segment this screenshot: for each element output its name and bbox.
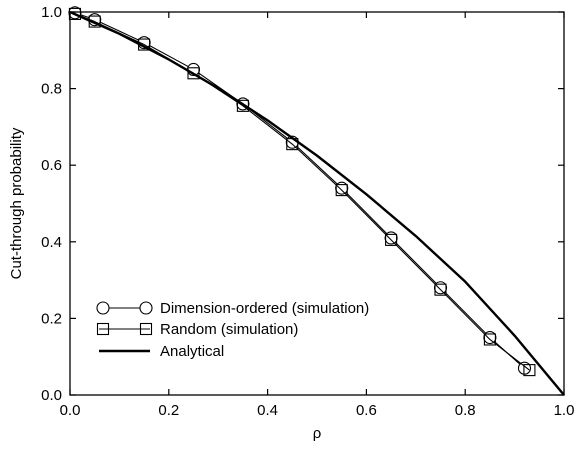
series-layer xyxy=(68,6,565,396)
series-dimension-ordered-simulation xyxy=(68,6,532,375)
y-tick-label: 0.4 xyxy=(41,234,62,251)
x-axis-label: ρ xyxy=(313,425,322,442)
x-tick-label: 0.0 xyxy=(60,402,81,419)
legend: Dimension-ordered (simulation) Random (si… xyxy=(96,300,369,360)
data-point-dimension-ordered-simulation xyxy=(433,281,448,295)
y-tick-label: 0.0 xyxy=(41,387,62,404)
data-point-random-simulation xyxy=(335,184,348,197)
plot-frame xyxy=(69,11,565,396)
data-point-random-simulation xyxy=(385,233,398,246)
series-line-analytical xyxy=(69,10,565,396)
y-tick-label: 0.6 xyxy=(41,157,62,174)
data-point-dimension-ordered-simulation xyxy=(384,231,398,245)
x-tick-label: 1.0 xyxy=(554,402,575,419)
legend-item-dimension-ordered-simulation: Dimension-ordered (simulation) xyxy=(96,300,369,317)
y-tick-label: 1.0 xyxy=(41,4,62,21)
data-point-dimension-ordered-simulation xyxy=(517,361,532,375)
data-point-random-simulation xyxy=(236,99,249,112)
x-tick-label: 0.2 xyxy=(158,402,179,419)
data-point-dimension-ordered-simulation xyxy=(483,330,497,345)
series-random-simulation xyxy=(68,7,536,377)
y-tick-label: 0.8 xyxy=(41,81,62,98)
tick-layer: 0.0 0.2 0.4 0.6 0.8 1.0 0.0 0.2 0.4 0.6 0.8 1.0 xyxy=(41,4,574,419)
legend-item-analytical: Analytical xyxy=(99,343,224,360)
legend-label: Analytical xyxy=(160,343,224,360)
legend-label: Random (simulation) xyxy=(160,321,298,338)
legend-marker xyxy=(139,301,153,315)
legend-marker xyxy=(96,301,110,315)
series-analytical xyxy=(69,10,565,396)
data-point-random-simulation xyxy=(434,283,447,296)
y-tick-label: 0.2 xyxy=(41,310,62,327)
data-point-random-simulation xyxy=(483,333,496,346)
data-point-dimension-ordered-simulation xyxy=(335,181,349,195)
x-tick-label: 0.8 xyxy=(455,402,476,419)
legend-marker xyxy=(139,322,153,336)
data-point-random-simulation xyxy=(187,67,200,80)
legend-marker xyxy=(96,322,110,336)
y-axis-label: Cut-through probability xyxy=(8,127,25,279)
legend-label: Dimension-ordered (simulation) xyxy=(160,300,369,317)
x-tick-label: 0.4 xyxy=(257,402,278,419)
x-tick-label: 0.6 xyxy=(356,402,377,419)
legend-item-random-simulation: Random (simulation) xyxy=(96,321,298,338)
data-point-random-simulation xyxy=(523,364,536,377)
